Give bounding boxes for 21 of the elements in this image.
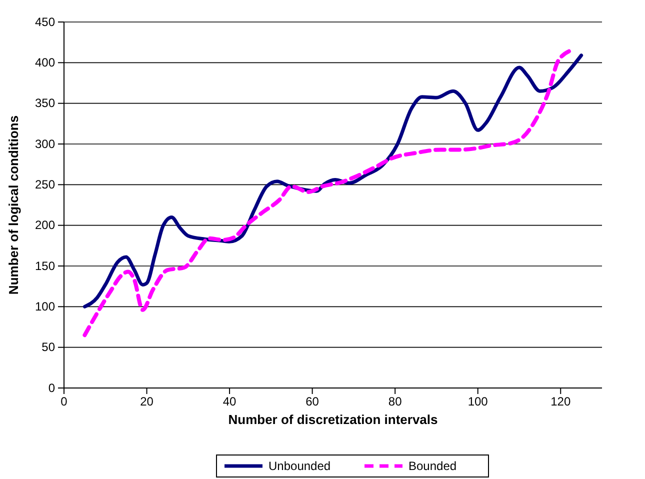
x-tick-label: 0 (60, 394, 68, 409)
legend-label: Unbounded (268, 459, 331, 473)
y-tick-label: 0 (48, 380, 56, 395)
x-tick-label: 20 (140, 394, 154, 409)
y-tick-label: 350 (34, 96, 56, 110)
y-tick-label: 150 (34, 258, 56, 273)
legend-label: Bounded (408, 459, 457, 473)
y-tick-label: 300 (34, 136, 56, 151)
y-tick-label: 200 (34, 218, 56, 232)
y-tick-label: 450 (34, 14, 56, 29)
x-tick-label: 100 (468, 394, 488, 409)
y-tick-label: 250 (34, 178, 56, 192)
x-axis-title: Number of discretization intervals (228, 412, 438, 427)
x-tick-label: 40 (222, 394, 237, 409)
y-tick-label: 50 (42, 340, 56, 354)
x-tick-label: 80 (388, 394, 402, 409)
y-tick-label: 100 (34, 300, 56, 314)
y-axis-title: Number of logical conditions (6, 115, 21, 295)
y-tick-label: 400 (34, 56, 56, 70)
x-tick-label: 60 (306, 394, 320, 409)
x-tick-label: 120 (550, 394, 571, 409)
